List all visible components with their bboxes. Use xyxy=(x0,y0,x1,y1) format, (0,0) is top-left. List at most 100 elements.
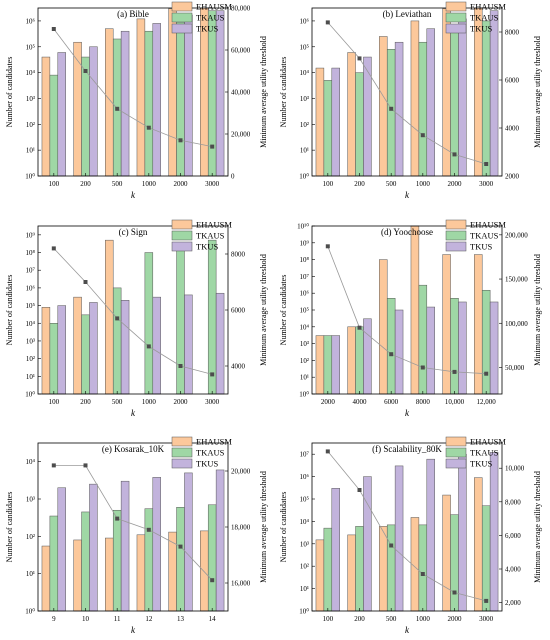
bar-tkaus-8000 xyxy=(418,284,428,395)
bar-tkaus-10 xyxy=(81,511,90,612)
bar-tkus-100 xyxy=(331,67,340,177)
y-tick-label: 10⁴ xyxy=(26,320,36,328)
y-tick-label: 10⁴ xyxy=(26,458,36,466)
bar-tkaus-3000 xyxy=(481,20,491,177)
bar-tkus-100 xyxy=(57,305,66,395)
y-tick-label: 10¹⁰ xyxy=(297,223,309,231)
y2-tick-label: 20,000 xyxy=(231,131,251,139)
bar-ehausm-9 xyxy=(41,545,51,612)
x-tick-label: 11 xyxy=(114,615,121,623)
y2-tick-label: 6000 xyxy=(231,307,246,315)
y-tick-label: 10⁵ xyxy=(300,43,310,51)
threshold-line xyxy=(53,464,213,581)
y2-tick-label: 100,000 xyxy=(505,320,528,328)
x-tick-label: 3000 xyxy=(479,180,494,188)
y-tick-label: 10⁴ xyxy=(300,518,310,526)
threshold-marker-500 xyxy=(389,106,394,111)
legend-label-ehausm: EHAUSM xyxy=(470,220,506,230)
x-axis-label: k xyxy=(405,190,410,200)
threshold-marker-200 xyxy=(357,56,362,61)
y-tick-label: 10³ xyxy=(26,496,35,504)
bar-ehausm-2000 xyxy=(168,8,177,177)
y2-tick-label: 6000 xyxy=(505,77,520,85)
legend-swatch-tkus xyxy=(171,23,193,34)
x-tick-label: 4000 xyxy=(353,398,368,406)
bar-tkus-1000 xyxy=(426,458,435,612)
bar-tkaus-3000 xyxy=(207,10,217,177)
bar-tkus-12,000 xyxy=(489,301,499,395)
x-tick-label: 10,000 xyxy=(445,398,465,406)
legend-label-tkaus: TKAUS xyxy=(470,231,499,241)
x-axis-label: k xyxy=(131,625,136,635)
y2-tick-label: 2,000 xyxy=(505,599,521,607)
x-tick-label: 500 xyxy=(112,398,123,406)
y-tick-label: 10⁷ xyxy=(300,451,310,459)
y2-tick-label: 50,000 xyxy=(505,364,525,372)
x-tick-label: 500 xyxy=(386,180,397,188)
legend-swatch-tkus xyxy=(445,458,467,469)
legend-swatch-ehausm xyxy=(445,219,467,230)
bar-ehausm-200 xyxy=(73,41,82,177)
bar-tkaus-500 xyxy=(112,287,122,395)
legend-label-ehausm: EHAUSM xyxy=(470,437,506,447)
y-tick-label: 10¹ xyxy=(300,147,309,155)
x-tick-label: 2000 xyxy=(448,615,463,623)
bar-tkus-2000 xyxy=(458,453,467,612)
bar-tkaus-2000 xyxy=(176,21,185,177)
y-tick-label: 10⁰ xyxy=(299,608,309,616)
chart-panel-3: 10⁰ 10¹ 10² 10³ 10⁴ 10⁵ 10⁶ 10⁷ 10⁸ 10⁹ 4000 6000 80… xyxy=(5,220,268,419)
bar-tkus-2000 xyxy=(184,14,193,177)
legend-swatch-ehausm xyxy=(445,436,467,447)
y2-axis-label: Minimum average utility threshold xyxy=(259,36,268,148)
legend-swatch-tkaus xyxy=(445,12,467,23)
plot-frame xyxy=(311,442,503,612)
bar-ehausm-100 xyxy=(315,539,325,612)
y-tick-label: 10¹ xyxy=(26,147,35,155)
bar-ehausm-8000 xyxy=(410,225,420,395)
legend-swatch-tkus xyxy=(171,458,193,469)
bar-tkus-13 xyxy=(184,472,193,612)
plot-frame xyxy=(311,7,503,177)
chart-panel-1: 10⁰ 10¹ 10² 10³ 10⁴ 10⁵ 10⁶ 0 20,000 40,000 60,000… xyxy=(5,2,268,201)
bar-ehausm-200 xyxy=(347,534,356,612)
y-tick-label: 10⁰ xyxy=(299,391,309,399)
y2-axis-label: Minimum average utility threshold xyxy=(259,471,268,583)
bar-tkus-11 xyxy=(120,480,130,612)
chart-panel-6: 10⁰ 10¹ 10² 10³ 10⁴ 10⁵ 10⁶ 10⁷ 2,000 4,000 6,000 8… xyxy=(279,437,542,636)
x-tick-label: 2000 xyxy=(321,398,336,406)
y-tick-label: 10³ xyxy=(300,95,309,103)
legend-swatch-tkus xyxy=(445,23,467,34)
y-tick-label: 10⁵ xyxy=(26,302,36,310)
legend-label-tkus: TKUS xyxy=(196,242,218,252)
threshold-marker-2000 xyxy=(178,138,183,143)
x-tick-label: 1000 xyxy=(416,615,431,623)
x-tick-label: 12 xyxy=(145,615,153,623)
threshold-marker-6000 xyxy=(389,352,394,357)
x-tick-label: 6000 xyxy=(384,398,399,406)
y2-tick-label: 10,000 xyxy=(505,465,525,473)
y-tick-label: 10⁸ xyxy=(300,256,310,264)
x-tick-label: 200 xyxy=(354,180,365,188)
y-tick-label: 10⁴ xyxy=(26,69,36,77)
legend-swatch-ehausm xyxy=(171,1,193,12)
bar-tkus-200 xyxy=(89,302,98,395)
x-tick-label: 3000 xyxy=(205,180,220,188)
chart-panel-4: 10⁰ 10¹ 10² 10³ 10⁴ 10⁵ 10⁶ 10⁷ 10⁸ 10⁹ 10¹⁰ 50,000… xyxy=(279,220,542,419)
threshold-marker-13 xyxy=(178,544,183,549)
bar-tkaus-200 xyxy=(81,314,90,395)
bar-ehausm-6000 xyxy=(379,259,388,395)
threshold-marker-1000 xyxy=(146,125,151,130)
y-tick-label: 10⁰ xyxy=(299,173,309,181)
legend-swatch-tkus xyxy=(445,241,467,252)
bar-tkus-1000 xyxy=(152,296,161,395)
legend-swatch-ehausm xyxy=(445,1,467,12)
bar-tkaus-3000 xyxy=(207,239,217,395)
bar-tkaus-200 xyxy=(355,72,364,177)
x-tick-label: 100 xyxy=(49,398,60,406)
legend-label-ehausm: EHAUSM xyxy=(196,437,232,447)
legend-swatch-tkaus xyxy=(445,447,467,458)
threshold-marker-1000 xyxy=(420,133,425,138)
